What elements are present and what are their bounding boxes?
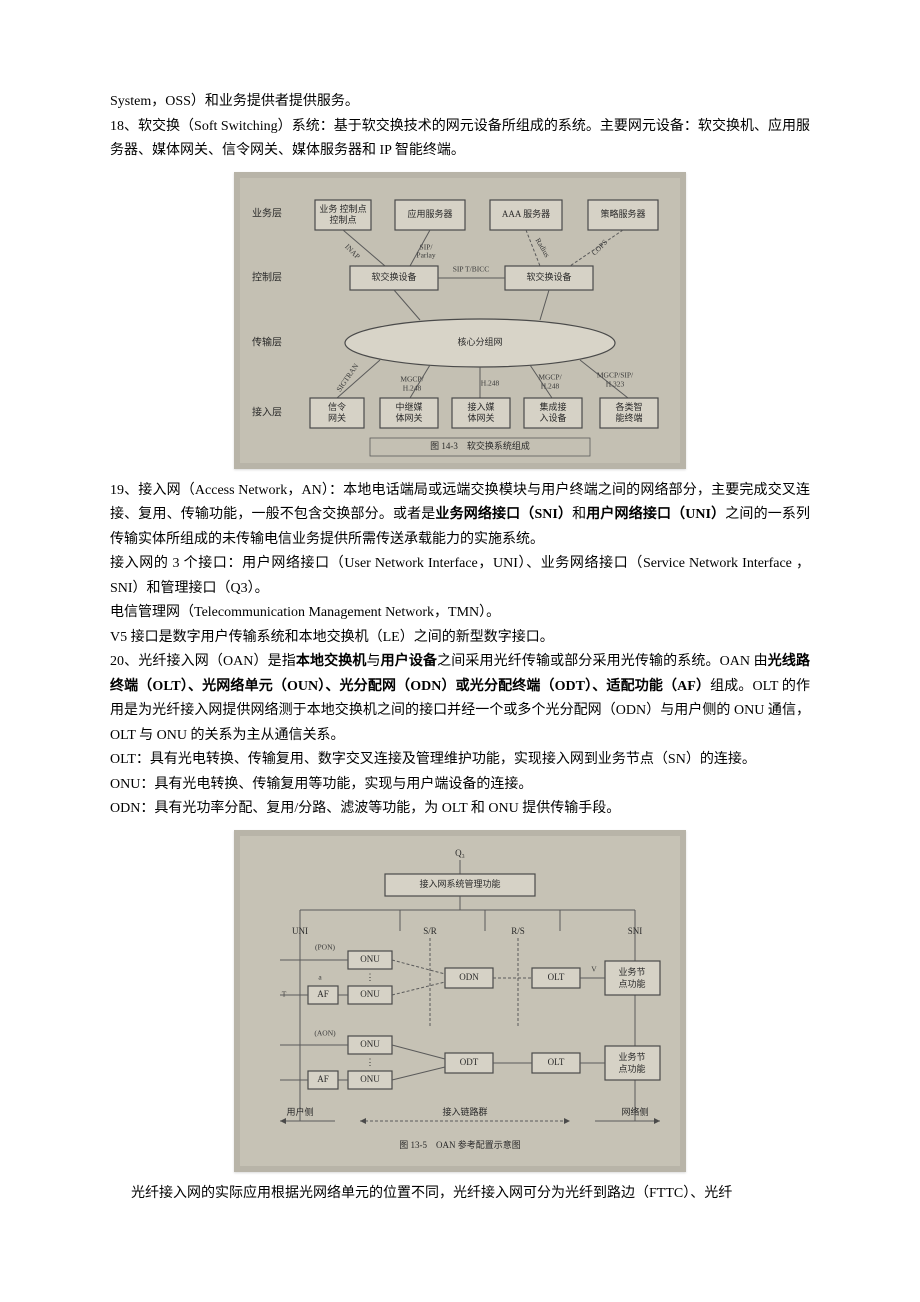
document-page: System，OSS）和业务提供者提供服务。 18、软交换（Soft Switc… bbox=[0, 0, 920, 1246]
figure-14-3-wrap: 业务层 控制层 传输层 接入层 业务 控制点 控制点 应用服务器 AAA 服务器… bbox=[110, 172, 810, 469]
figure-13-5-wrap: Q₃ 接入网系统管理功能 UNI S/R R/S SNI bbox=[110, 830, 810, 1172]
svg-text:接入链路群: 接入链路群 bbox=[442, 1106, 487, 1117]
svg-text:ODT: ODT bbox=[460, 1057, 479, 1067]
svg-text:业务节: 业务节 bbox=[618, 1051, 645, 1062]
paragraph-20j: ODN：具有光功率分配、复用/分路、滤波等功能，为 OLT 和 ONU 提供传输… bbox=[110, 797, 810, 822]
last-paragraph: 光纤接入网的实际应用根据光网络单元的位置不同，光纤接入网可分为光纤到路边（FTT… bbox=[110, 1182, 810, 1207]
layer-label: 业务层 bbox=[252, 206, 282, 219]
svg-text:(PON): (PON) bbox=[315, 942, 336, 951]
svg-text:入设备: 入设备 bbox=[539, 412, 566, 423]
svg-text:ONU: ONU bbox=[360, 1074, 380, 1084]
paragraph-19f: 接入网的 3 个接口：用户网络接口（User Network Interface… bbox=[110, 552, 810, 601]
svg-text:应用服务器: 应用服务器 bbox=[407, 208, 452, 219]
svg-text:接入网系统管理功能: 接入网系统管理功能 bbox=[419, 878, 500, 889]
paragraph-20h: OLT：具有光电转换、传输复用、数字交叉连接及管理维护功能，实现接入网到业务节点… bbox=[110, 748, 810, 773]
svg-text:ONU: ONU bbox=[360, 989, 380, 999]
svg-text:R/S: R/S bbox=[511, 926, 525, 936]
svg-text:SNI: SNI bbox=[628, 926, 643, 936]
oan-diagram: Q₃ 接入网系统管理功能 UNI S/R R/S SNI bbox=[240, 836, 680, 1166]
svg-text:T: T bbox=[282, 989, 287, 998]
layer-label: 传输层 bbox=[252, 335, 282, 348]
svg-text:V: V bbox=[591, 964, 597, 973]
svg-text:策略服务器: 策略服务器 bbox=[600, 208, 645, 219]
svg-text:Parlay: Parlay bbox=[416, 250, 435, 259]
svg-text:体网关: 体网关 bbox=[395, 412, 422, 423]
svg-text:业务 控制点: 业务 控制点 bbox=[319, 203, 366, 214]
layer-label: 接入层 bbox=[252, 405, 282, 418]
svg-text:AF: AF bbox=[317, 989, 329, 999]
svg-text:能终端: 能终端 bbox=[615, 412, 642, 423]
figure-caption: 图 13-5 OAN 参考配置示意图 bbox=[399, 1139, 521, 1150]
svg-text:网关: 网关 bbox=[328, 412, 346, 423]
svg-text:ONU: ONU bbox=[360, 1039, 380, 1049]
paragraph-19: 19、接入网（Access Network，AN）：本地电话端局或远端交换模块与… bbox=[110, 479, 810, 553]
svg-text:控制点: 控制点 bbox=[329, 214, 356, 225]
svg-text:体网关: 体网关 bbox=[467, 412, 494, 423]
layer-label: 控制层 bbox=[252, 270, 282, 283]
svg-text:⋮: ⋮ bbox=[366, 972, 375, 982]
intro-line: System，OSS）和业务提供者提供服务。 bbox=[110, 90, 810, 115]
svg-text:OLT: OLT bbox=[548, 1057, 565, 1067]
svg-text:OLT: OLT bbox=[548, 972, 565, 982]
svg-text:H.323: H.323 bbox=[606, 379, 625, 388]
svg-text:软交换设备: 软交换设备 bbox=[526, 271, 571, 282]
figure-14-3: 业务层 控制层 传输层 接入层 业务 控制点 控制点 应用服务器 AAA 服务器… bbox=[234, 172, 686, 469]
svg-text:SIP T/BICC: SIP T/BICC bbox=[453, 264, 489, 273]
paragraph-19g: 电信管理网（Telecommunication Management Netwo… bbox=[110, 601, 810, 626]
svg-text:各类智: 各类智 bbox=[615, 401, 642, 412]
svg-text:集成接: 集成接 bbox=[539, 401, 566, 412]
svg-text:MGCP/: MGCP/ bbox=[400, 374, 424, 383]
svg-text:AF: AF bbox=[317, 1074, 329, 1084]
svg-text:接入媒: 接入媒 bbox=[467, 401, 494, 412]
svg-text:中继媒: 中继媒 bbox=[395, 401, 422, 412]
svg-text:网络侧: 网络侧 bbox=[621, 1106, 648, 1117]
figure-13-5: Q₃ 接入网系统管理功能 UNI S/R R/S SNI bbox=[234, 830, 686, 1172]
svg-text:⋮: ⋮ bbox=[366, 1057, 375, 1067]
svg-text:Q₃: Q₃ bbox=[455, 848, 465, 858]
paragraph-20i: ONU：具有光电转换、传输复用等功能，实现与用户端设备的连接。 bbox=[110, 773, 810, 798]
svg-text:UNI: UNI bbox=[292, 926, 308, 936]
svg-text:业务节: 业务节 bbox=[618, 966, 645, 977]
figure-caption: 图 14-3 软交换系统组成 bbox=[430, 440, 530, 451]
paragraph-19h: V5 接口是数字用户传输系统和本地交换机（LE）之间的新型数字接口。 bbox=[110, 626, 810, 651]
svg-text:核心分组网: 核心分组网 bbox=[457, 336, 502, 347]
svg-text:点功能: 点功能 bbox=[618, 1063, 645, 1074]
svg-text:MGCP/SIP/: MGCP/SIP/ bbox=[597, 370, 634, 379]
svg-text:软交换设备: 软交换设备 bbox=[371, 271, 416, 282]
soft-switch-diagram: 业务层 控制层 传输层 接入层 业务 控制点 控制点 应用服务器 AAA 服务器… bbox=[240, 178, 680, 463]
svg-text:用户侧: 用户侧 bbox=[286, 1106, 313, 1117]
paragraph-18: 18、软交换（Soft Switching）系统：基于软交换技术的网元设备所组成… bbox=[110, 115, 810, 164]
svg-text:ODN: ODN bbox=[459, 972, 479, 982]
svg-text:H.248: H.248 bbox=[541, 381, 560, 390]
svg-text:信令: 信令 bbox=[328, 401, 346, 412]
svg-text:(AON): (AON) bbox=[314, 1028, 336, 1037]
svg-text:S/R: S/R bbox=[423, 926, 437, 936]
svg-text:H.248: H.248 bbox=[403, 383, 422, 392]
svg-text:点功能: 点功能 bbox=[618, 978, 645, 989]
svg-text:H.248: H.248 bbox=[481, 378, 500, 387]
svg-text:AAA 服务器: AAA 服务器 bbox=[502, 208, 550, 219]
svg-text:ONU: ONU bbox=[360, 954, 380, 964]
svg-text:MGCP/: MGCP/ bbox=[538, 372, 562, 381]
paragraph-20: 20、光纤接入网（OAN）是指本地交换机与用户设备之间采用光纤传输或部分采用光传… bbox=[110, 650, 810, 748]
